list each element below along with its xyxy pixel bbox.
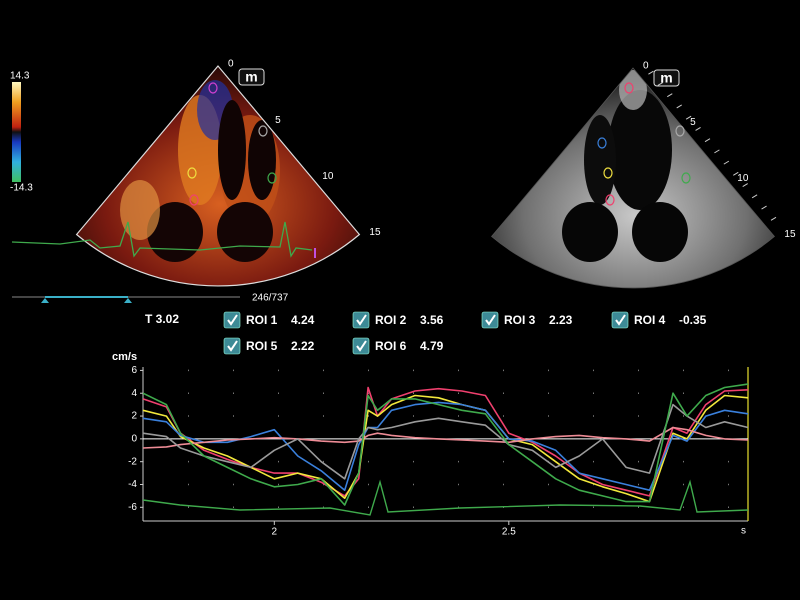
color-max: 14.3 xyxy=(10,71,30,82)
roi-checkbox[interactable]: ROI 2 3.56 xyxy=(352,311,444,329)
roi-checkbox[interactable]: ROI 1 4.24 xyxy=(223,311,315,329)
depth-tick xyxy=(751,194,758,199)
x-tick-label: 2.5 xyxy=(502,527,516,538)
depth-tick xyxy=(667,93,673,98)
roi-markers xyxy=(597,82,691,206)
check-mark xyxy=(227,314,238,326)
depth-label: 0 xyxy=(643,61,649,72)
roi-markers xyxy=(187,82,277,206)
depth-tick xyxy=(714,149,720,154)
roi-readout: -0.35 xyxy=(679,313,707,327)
badge-text: m xyxy=(660,70,672,86)
series-line xyxy=(142,394,749,503)
depth-tick xyxy=(733,171,739,176)
check-mark xyxy=(615,314,626,326)
x-tick-label: 2 xyxy=(272,527,278,538)
y-tick-label: -2 xyxy=(128,456,137,467)
checkbox[interactable] xyxy=(352,337,370,355)
y-axis-label: cm/s xyxy=(112,351,137,363)
time-readout: T 3.02 xyxy=(145,312,179,326)
roi-readout: 3.56 xyxy=(420,313,444,327)
y-tick-label: -4 xyxy=(128,479,137,490)
checkbox[interactable] xyxy=(352,311,370,329)
depth-label: 5 xyxy=(275,115,281,126)
roi-checkbox[interactable]: ROI 3 2.23 xyxy=(481,311,573,329)
depth-tick xyxy=(704,138,711,143)
roi-list: ROI 1 4.24 ROI 2 3.56 ROI 3 2.23 ROI 4 -0.35ROI… xyxy=(223,311,707,355)
depth-tick xyxy=(723,160,730,165)
roi-name: ROI 2 xyxy=(375,313,407,327)
color-bar xyxy=(12,82,21,182)
y-tick-label: 4 xyxy=(131,388,137,399)
roi-name: ROI 6 xyxy=(375,339,407,353)
depth-label: 15 xyxy=(784,229,796,240)
roi-readout: 2.22 xyxy=(291,339,315,353)
badge xyxy=(238,68,265,86)
check-mark xyxy=(227,340,238,352)
roi-checkbox[interactable]: ROI 6 4.79 xyxy=(352,337,444,355)
ecg-trace xyxy=(11,221,313,258)
checkbox[interactable] xyxy=(611,311,629,329)
series-line xyxy=(142,383,749,506)
depth-tick xyxy=(648,70,654,75)
depth-tick xyxy=(676,104,682,109)
badge xyxy=(653,69,680,87)
roi-checkbox[interactable]: ROI 5 2.22 xyxy=(223,337,315,355)
velocity-chart: cm/s s 6 4 2 0 -2 -4 -6 2 2.5 xyxy=(112,351,749,538)
depth-label: 10 xyxy=(322,171,334,182)
depth-label: 10 xyxy=(737,173,749,184)
color-min: -14.3 xyxy=(10,183,33,194)
checkbox[interactable] xyxy=(223,311,241,329)
y-tick-label: 6 xyxy=(131,365,137,376)
check-mark xyxy=(356,314,367,326)
checkbox[interactable] xyxy=(481,311,499,329)
depth-tick xyxy=(657,82,664,86)
roi-readout: 4.79 xyxy=(420,339,444,353)
checkbox[interactable] xyxy=(223,337,241,355)
depth-label: 0 xyxy=(228,59,234,70)
roi-checkbox[interactable]: ROI 4 -0.35 xyxy=(611,311,707,329)
roi-name: ROI 3 xyxy=(504,313,536,327)
y-tick-label: -6 xyxy=(128,502,137,513)
sector-outline xyxy=(75,65,361,287)
depth-tick xyxy=(685,115,692,120)
ecg-trace xyxy=(142,479,749,516)
roi-name: ROI 4 xyxy=(634,313,666,327)
series-line xyxy=(142,403,749,480)
check-mark xyxy=(485,314,496,326)
y-tick-label: 0 xyxy=(131,434,137,445)
depth-tick xyxy=(761,205,767,210)
depth-label: 5 xyxy=(690,117,696,128)
depth-tick xyxy=(742,183,748,188)
roi-readout: 2.23 xyxy=(549,313,573,327)
roi-name: ROI 1 xyxy=(246,313,278,327)
badge-text: m xyxy=(245,69,257,85)
frame-counter: 246/737 xyxy=(252,293,289,304)
check-mark xyxy=(356,340,367,352)
depth-tick xyxy=(695,126,701,131)
y-tick-label: 2 xyxy=(131,411,137,422)
depth-label: 15 xyxy=(369,227,381,238)
x-axis-label: s xyxy=(741,526,746,537)
series-line xyxy=(142,426,749,449)
roi-name: ROI 5 xyxy=(246,339,278,353)
depth-tick xyxy=(770,216,777,221)
roi-readout: 4.24 xyxy=(291,313,315,327)
